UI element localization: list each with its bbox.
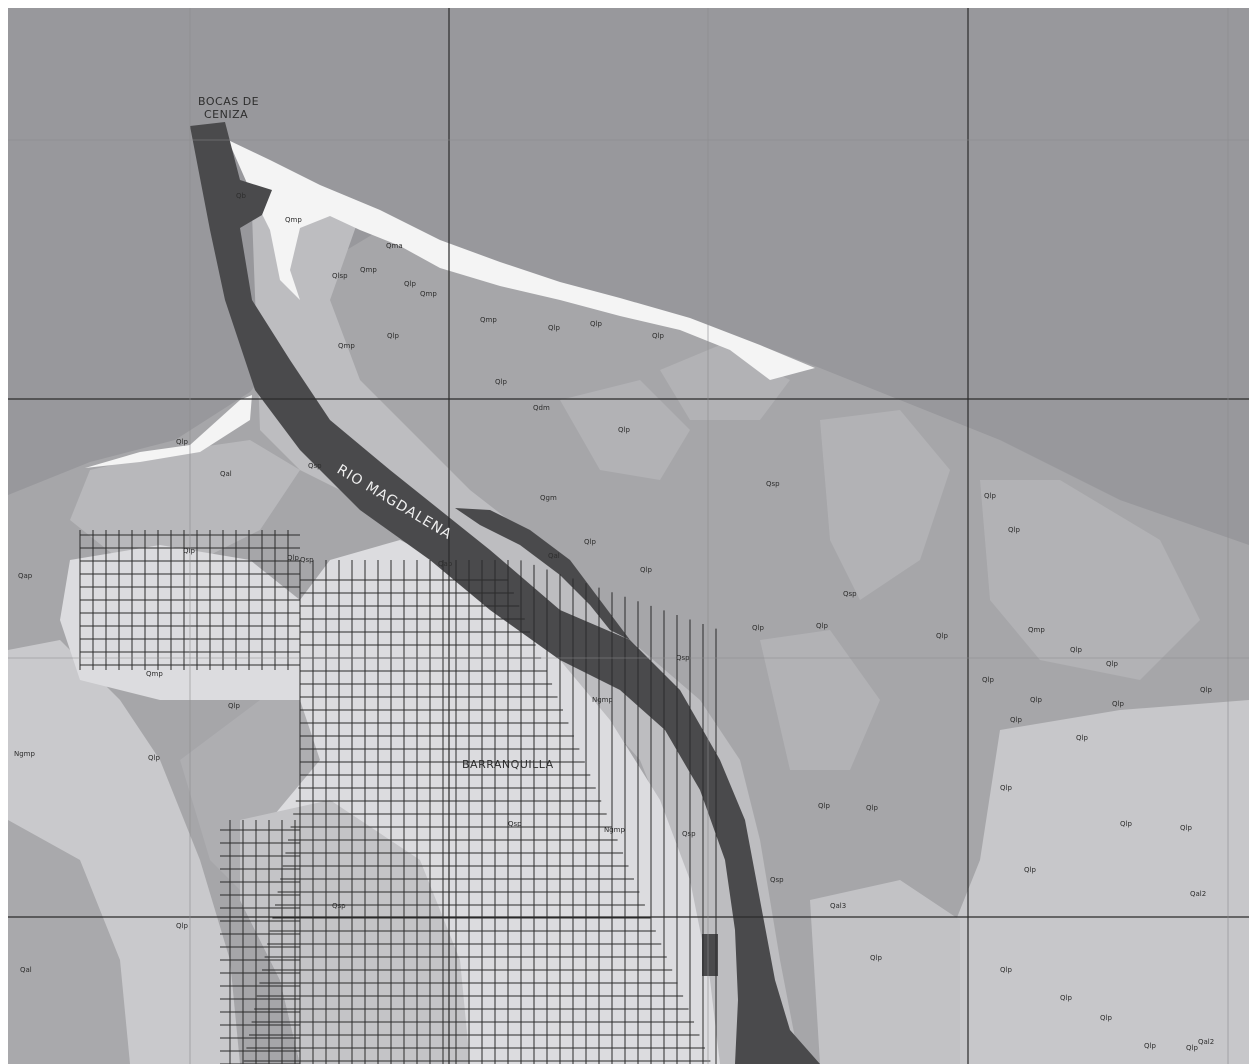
unit-label: Qlp xyxy=(984,492,996,500)
unit-label: Qlp xyxy=(148,754,160,762)
unit-label: Qlp xyxy=(1200,686,1212,694)
unit-label: Qlp xyxy=(1070,646,1082,654)
urban-area xyxy=(60,540,720,1064)
unit-label: Qlp xyxy=(176,438,188,446)
unit-label: Qmp xyxy=(285,216,302,224)
unit-label: Qlp xyxy=(584,538,596,546)
unit-label: Qlp xyxy=(1186,1044,1198,1052)
graticule xyxy=(8,8,1249,1064)
unit-label: Qlp xyxy=(176,922,188,930)
unit-label: Qsp xyxy=(682,830,696,838)
unit-label: Qlp xyxy=(1030,696,1042,704)
unit-label: Qlp xyxy=(652,332,664,340)
unit-label: Qlp xyxy=(752,624,764,632)
unit-label: Qmp xyxy=(146,670,163,678)
unit-label: Qlp xyxy=(640,566,652,574)
unit-east-5 xyxy=(760,630,880,770)
unit-label: Qsp xyxy=(676,654,690,662)
unit-label: Qlp xyxy=(1000,784,1012,792)
unit-label: Qma xyxy=(386,242,403,250)
top-margin xyxy=(0,0,1249,8)
unit-label: Qmp xyxy=(360,266,377,274)
unit-label: Qdm xyxy=(533,404,550,412)
unit-label: Qmp xyxy=(338,342,355,350)
unit-label: Qal xyxy=(220,470,232,478)
unit-label: Qal2 xyxy=(1198,1038,1214,1046)
label-barranquilla: BARRANQUILLA xyxy=(462,758,554,771)
dock xyxy=(702,934,718,976)
beach-spit xyxy=(228,140,815,380)
unit-label: Ngmp xyxy=(604,826,625,834)
unit-label: Qlp xyxy=(1120,820,1132,828)
unit-label: Qlsp xyxy=(332,272,348,280)
unit-label: Qlp xyxy=(548,324,560,332)
unit-label: Qmp xyxy=(420,290,437,298)
unit-label: Qap xyxy=(438,560,453,568)
unit-label: Qlp xyxy=(1010,716,1022,724)
unit-label: Qsp xyxy=(843,590,857,598)
unit-label: Qlp xyxy=(1076,734,1088,742)
unit-east-3 xyxy=(980,480,1200,680)
beach-west xyxy=(85,395,252,468)
unit-label: Qlp xyxy=(1144,1042,1156,1050)
unit-label: Qlp xyxy=(982,676,994,684)
left-margin xyxy=(0,0,8,1064)
graticule-faint xyxy=(8,8,1249,1064)
unit-south-mid xyxy=(810,880,960,1064)
unit-label: Qlp xyxy=(1060,994,1072,1002)
unit-label: Qlp xyxy=(287,554,299,562)
unit-label: Qsp xyxy=(308,462,322,470)
unit-label: Ngmp xyxy=(14,750,35,758)
unit-label: Qal2 xyxy=(1190,890,1206,898)
unit-label: Qal xyxy=(20,966,32,974)
unit-label: Qlp xyxy=(404,280,416,288)
unit-label: Qlp xyxy=(816,622,828,630)
unit-label: Qap xyxy=(18,572,33,580)
unit-label: Qsp xyxy=(300,556,314,564)
unit-label: Qmp xyxy=(480,316,497,324)
label-bocas-de-ceniza-line2: CENIZA xyxy=(204,108,248,121)
unit-label: Qb xyxy=(236,192,247,200)
unit-label: Qal xyxy=(548,552,560,560)
unit-label: Qlp xyxy=(818,802,830,810)
unit-west-upper xyxy=(70,440,300,560)
unit-label: Qlp xyxy=(183,547,195,555)
unit-west-dark xyxy=(8,820,130,1064)
unit-label: Qlp xyxy=(1112,700,1124,708)
unit-label: Qsp xyxy=(766,480,780,488)
unit-label: Qlp xyxy=(1008,526,1020,534)
unit-label: Qlp xyxy=(936,632,948,640)
unit-label: Qlp xyxy=(1024,866,1036,874)
unit-southeast xyxy=(940,700,1249,1064)
unit-label: Qsp xyxy=(770,876,784,884)
unit-label: Qlp xyxy=(1106,660,1118,668)
unit-label: Qlp xyxy=(228,702,240,710)
label-bocas-de-ceniza: BOCAS DE xyxy=(198,95,259,108)
unit-label: Ngmp xyxy=(592,696,613,704)
unit-east-2 xyxy=(560,380,690,480)
unit-label: Qsp xyxy=(508,820,522,828)
unit-label: Qlp xyxy=(1180,824,1192,832)
unit-label: Qlp xyxy=(618,426,630,434)
unit-label: Qmp xyxy=(1028,626,1045,634)
unit-label: Qgm xyxy=(540,494,557,502)
unit-label: Qlp xyxy=(870,954,882,962)
unit-label: Qlp xyxy=(1000,966,1012,974)
unit-label: Qsp xyxy=(332,902,346,910)
unit-east-4 xyxy=(820,410,950,600)
unit-label: Qlp xyxy=(590,320,602,328)
unit-label: Qlp xyxy=(1100,1014,1112,1022)
unit-label: Qlp xyxy=(495,378,507,386)
unit-label: Qlp xyxy=(387,332,399,340)
unit-label: Qlp xyxy=(866,804,878,812)
unit-label: Qal3 xyxy=(830,902,846,910)
